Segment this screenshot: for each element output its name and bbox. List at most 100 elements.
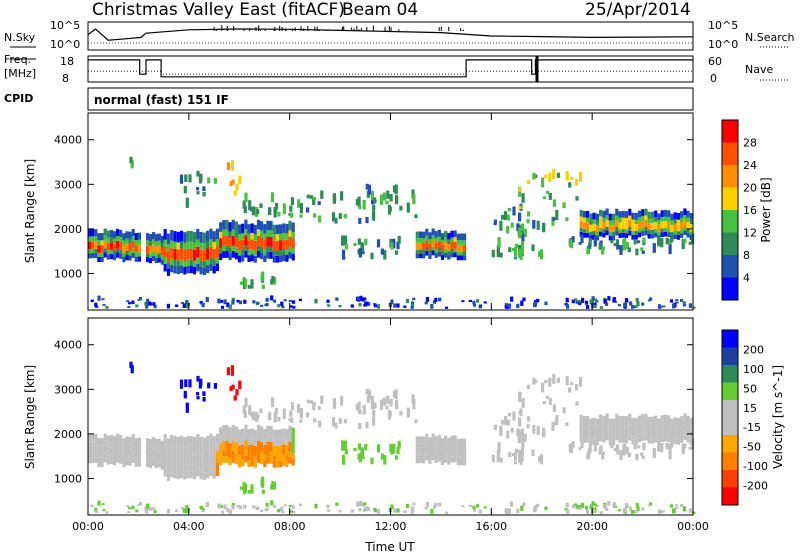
power-cell — [215, 239, 219, 247]
power-cell — [202, 261, 206, 268]
velocity-cell — [91, 453, 95, 458]
x-tick-label: 04:00 — [173, 520, 205, 533]
velocity-cell — [688, 508, 692, 514]
power-cell — [472, 303, 477, 307]
velocity-cell — [285, 428, 289, 439]
power-cell — [392, 238, 396, 249]
velocity-cell — [520, 446, 525, 452]
power-cell — [468, 299, 472, 303]
power-cell — [415, 249, 419, 254]
velocity-cell — [95, 510, 99, 513]
power-cell — [459, 251, 463, 256]
power-cell — [199, 249, 203, 261]
power-cell — [266, 246, 270, 252]
power-cell — [586, 229, 590, 233]
velocity-cell — [431, 433, 435, 441]
power-cell — [94, 229, 98, 237]
noise-tick-left-top: 10^5 — [50, 19, 80, 32]
velocity-cell — [212, 454, 216, 465]
power-cell — [390, 299, 394, 305]
velocity-cell — [357, 401, 361, 413]
velocity-cell — [357, 443, 361, 450]
velocity-cell — [453, 442, 457, 447]
power-cell — [586, 222, 590, 230]
power-cell — [153, 304, 157, 309]
velocity-cell — [608, 425, 612, 430]
power-cell — [199, 266, 203, 275]
velocity-cell — [182, 508, 186, 513]
velocity-cell — [670, 418, 674, 426]
power-cell — [374, 304, 378, 308]
power-cell — [91, 236, 95, 242]
velocity-cell — [631, 436, 635, 440]
velocity-cell — [628, 413, 632, 421]
power-cell — [100, 240, 104, 246]
power-cell — [170, 258, 174, 265]
velocity-cell — [309, 400, 314, 404]
velocity-cell — [450, 442, 454, 447]
power-cell — [650, 211, 655, 219]
power-cell — [299, 214, 303, 218]
power-cell — [618, 211, 622, 218]
power-cell — [186, 259, 190, 266]
velocity-cell — [183, 447, 187, 455]
velocity-cell — [212, 446, 216, 454]
power-cell — [196, 246, 200, 258]
power-cell — [231, 229, 235, 236]
power-cell — [447, 239, 451, 245]
power-cell — [434, 231, 438, 238]
velocity-cell — [425, 455, 429, 461]
y-tick-label: 4000 — [54, 134, 82, 147]
velocity-cell — [97, 438, 101, 446]
power-cell — [680, 229, 684, 234]
power-cell — [582, 233, 586, 238]
velocity-cell — [683, 509, 687, 512]
power-cell — [483, 301, 487, 304]
velocity-cell — [628, 425, 632, 432]
power-cell — [202, 267, 206, 275]
velocity-cell — [538, 456, 542, 462]
power-cell — [463, 233, 467, 241]
power-cell — [641, 231, 645, 236]
power-cell — [109, 230, 113, 238]
power-cell — [222, 220, 226, 230]
velocity-cell — [493, 427, 497, 431]
velocity-cell — [106, 447, 110, 456]
velocity-cell — [279, 429, 283, 439]
power-cell — [275, 224, 279, 235]
power-cell — [518, 212, 522, 222]
velocity-cell — [291, 427, 295, 438]
power-cell — [514, 243, 519, 249]
velocity-cell — [634, 510, 638, 513]
power-cell — [370, 190, 374, 200]
power-cell — [137, 252, 141, 257]
power-cell — [665, 237, 669, 245]
velocity-cell — [615, 435, 619, 441]
power-cell — [106, 242, 110, 251]
velocity-cell — [453, 453, 457, 458]
velocity-cell — [405, 503, 410, 508]
velocity-cell — [350, 509, 354, 513]
velocity-cell — [234, 442, 238, 453]
velocity-colorbar-swatch — [722, 470, 738, 488]
power-cell — [260, 237, 264, 247]
power-cell — [358, 218, 362, 224]
velocity-cell — [582, 434, 586, 438]
velocity-cell — [422, 447, 426, 455]
velocity-cell — [637, 445, 641, 449]
velocity-cell — [673, 424, 677, 429]
power-cell — [637, 210, 642, 218]
velocity-cell — [630, 510, 635, 514]
velocity-cell — [88, 458, 92, 464]
velocity-cell — [148, 439, 153, 447]
velocity-cell — [508, 452, 512, 458]
power-cell — [683, 230, 687, 236]
velocity-cell — [518, 453, 522, 463]
power-cell — [269, 236, 273, 247]
power-cell — [212, 241, 216, 249]
velocity-cell — [615, 432, 619, 436]
power-colorbar-swatch — [722, 142, 738, 166]
power-cell — [282, 232, 286, 240]
power-cell — [247, 284, 251, 289]
power-cell — [100, 233, 104, 241]
